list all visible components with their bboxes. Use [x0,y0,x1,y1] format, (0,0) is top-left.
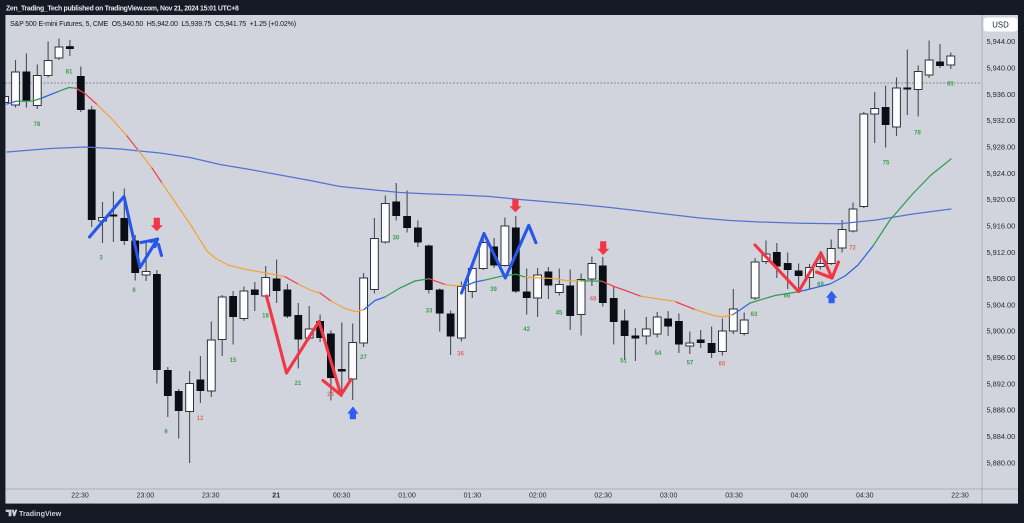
svg-text:5,944.00: 5,944.00 [987,37,1016,46]
svg-text:22:30: 22:30 [951,492,969,499]
svg-text:81: 81 [66,69,73,75]
svg-text:5,912.00: 5,912.00 [987,248,1016,257]
svg-text:5,900.00: 5,900.00 [987,327,1016,336]
svg-text:23:00: 23:00 [137,492,155,499]
svg-text:5,928.00: 5,928.00 [987,143,1016,152]
svg-text:33: 33 [426,308,433,314]
svg-text:5,884.00: 5,884.00 [987,432,1016,441]
svg-text:5,940.00: 5,940.00 [987,64,1016,73]
svg-text:75: 75 [883,160,890,166]
svg-text:04:30: 04:30 [856,492,874,499]
svg-text:S&P 500 E-mini Futures, 5, CME: S&P 500 E-mini Futures, 5, CME O5,940.50… [10,21,296,28]
svg-text:15: 15 [230,358,237,364]
svg-text:12: 12 [197,416,204,422]
svg-text:02:30: 02:30 [594,492,612,499]
svg-text:5,904.00: 5,904.00 [987,300,1016,309]
svg-text:5,892.00: 5,892.00 [987,379,1016,388]
svg-text:5,896.00: 5,896.00 [987,353,1016,362]
svg-text:TradingView: TradingView [19,509,62,518]
svg-text:69: 69 [817,282,824,288]
svg-text:21: 21 [295,381,302,387]
svg-text:5,932.00: 5,932.00 [987,116,1016,125]
svg-text:45: 45 [556,310,563,316]
svg-text:63: 63 [751,312,758,318]
svg-text:57: 57 [687,360,694,366]
svg-text:22:30: 22:30 [71,492,89,499]
svg-text:42: 42 [523,327,530,333]
svg-text:3: 3 [99,255,103,261]
svg-text:5,936.00: 5,936.00 [987,90,1016,99]
svg-text:60: 60 [719,361,726,367]
svg-text:6: 6 [132,288,136,294]
svg-text:27: 27 [360,355,367,361]
svg-text:9: 9 [164,429,168,435]
svg-text:51: 51 [620,358,627,364]
svg-text:00:30: 00:30 [333,492,351,499]
svg-text:02:00: 02:00 [529,492,547,499]
svg-text:39: 39 [490,287,497,293]
svg-text:21: 21 [272,492,280,499]
svg-text:01:00: 01:00 [398,492,416,499]
svg-text:66: 66 [784,293,791,299]
svg-text:04:00: 04:00 [791,492,809,499]
svg-text:18: 18 [262,313,269,319]
svg-text:03:00: 03:00 [660,492,678,499]
svg-text:5,908.00: 5,908.00 [987,274,1016,283]
svg-text:5,880.00: 5,880.00 [987,458,1016,467]
svg-text:81: 81 [947,82,954,88]
svg-text:Zen_Trading_Tech published on: Zen_Trading_Tech published on TradingVie… [6,5,239,12]
svg-text:54: 54 [655,351,662,357]
svg-text:5,924.00: 5,924.00 [987,169,1016,178]
svg-text:78: 78 [34,122,41,128]
svg-text:5,888.00: 5,888.00 [987,406,1016,415]
svg-text:36: 36 [457,351,464,357]
svg-text:48: 48 [590,296,597,302]
svg-text:USD: USD [992,21,1009,30]
svg-text:78: 78 [914,130,921,136]
svg-text:5,920.00: 5,920.00 [987,195,1016,204]
svg-text:24: 24 [327,392,334,398]
svg-text:23:30: 23:30 [202,492,220,499]
svg-text:72: 72 [849,245,856,251]
svg-text:5,916.00: 5,916.00 [987,221,1016,230]
svg-text:01:30: 01:30 [464,492,482,499]
svg-text:30: 30 [393,235,400,241]
svg-text:03:30: 03:30 [725,492,743,499]
